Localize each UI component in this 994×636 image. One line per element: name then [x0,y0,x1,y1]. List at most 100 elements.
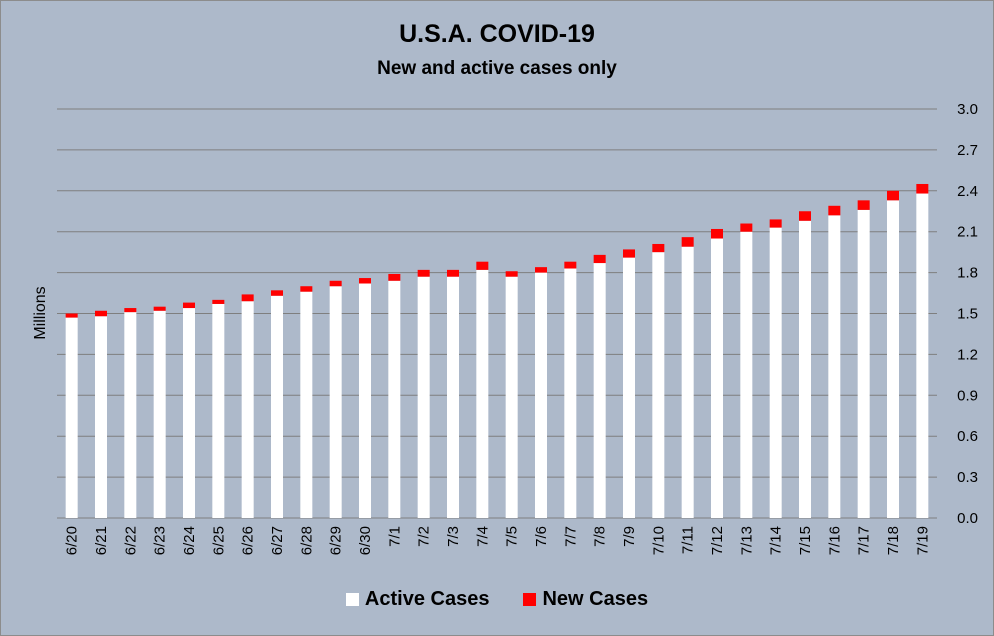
y-tick-label: 2.4 [957,183,978,200]
bar-active-cases [212,303,225,518]
bar-new-cases [359,278,371,284]
bar-new-cases [241,294,254,302]
legend-label-active-cases: Active Cases [364,588,490,610]
x-tick-label: 7/8 [592,526,609,547]
x-tick-label: 7/11 [680,526,697,554]
bar-active-cases [153,310,166,518]
bar-active-cases [183,308,195,518]
bar-new-cases [417,269,430,277]
bar-new-cases [535,267,547,273]
legend-item-new-cases: New Cases [523,588,648,611]
bar-active-cases [652,252,665,518]
x-tick-label: 7/7 [562,526,579,547]
bar-new-cases [329,280,342,287]
bar-new-cases [740,223,753,232]
y-tick-label: 2.7 [957,142,978,159]
bar-active-cases [388,280,401,518]
x-tick-label: 7/15 [797,526,814,555]
x-tick-label: 7/13 [738,526,755,555]
bar-active-cases [417,276,430,518]
x-tick-label: 7/16 [826,526,843,555]
legend-swatch-new-cases [523,593,537,606]
bar-new-cases [916,183,929,194]
bar-active-cases [681,246,694,519]
bar-active-cases [505,276,518,518]
x-tick-label: 7/3 [445,526,462,547]
bar-new-cases [388,273,401,281]
bar-new-cases [271,290,283,296]
bar-new-cases [828,205,841,216]
bar-active-cases [535,272,547,518]
bar-new-cases [623,249,635,258]
bar-active-cases [593,263,606,518]
bar-active-cases [857,209,870,519]
x-tick-label: 7/19 [914,526,931,555]
y-tick-label: 2.1 [957,224,978,241]
y-tick-label: 0.0 [957,510,978,527]
y-tick-label: 0.3 [957,469,978,486]
x-tick-label: 7/9 [621,526,638,547]
y-tick-label: 1.8 [957,265,978,282]
y-tick-label: 0.9 [957,387,978,404]
bar-new-cases [711,228,723,239]
x-tick-label: 7/18 [885,526,902,555]
bar-active-cases [623,257,635,518]
bar-new-cases [564,261,577,269]
x-tick-label: 7/14 [768,526,785,555]
x-tick-label: 7/12 [709,526,726,555]
bar-active-cases [828,215,841,518]
bar-new-cases [476,261,489,270]
bar-active-cases [95,316,107,518]
bar-new-cases [95,310,107,317]
y-tick-label: 1.5 [957,306,978,323]
chart-subtitle: New and active cases only [377,58,617,79]
bar-new-cases [799,211,811,221]
bar-new-cases [681,237,694,247]
bar-new-cases [652,243,665,253]
x-tick-label: 6/21 [93,526,110,555]
bar-active-cases [241,301,254,518]
bar-active-cases [447,276,459,518]
bar-new-cases [769,219,782,228]
bar-active-cases [329,286,342,518]
legend-label-new-cases: New Cases [542,588,649,610]
x-tick-label: 6/22 [122,526,139,555]
bar-new-cases [212,299,225,304]
x-tick-label: 6/20 [64,526,81,555]
bar-new-cases [593,254,606,264]
legend-swatch-active-cases [345,593,359,606]
x-tick-label: 6/23 [152,526,169,555]
x-tick-label: 7/2 [416,526,433,547]
bar-active-cases [740,231,753,518]
bar-new-cases [65,313,78,318]
bar-new-cases [300,286,313,292]
bar-active-cases [887,200,899,519]
x-tick-label: 7/6 [533,526,550,547]
legend-item-active-cases: Active Cases [345,588,490,611]
bar-active-cases [65,317,78,518]
y-tick-label: 1.2 [957,346,978,363]
bar-active-cases [799,220,811,518]
x-tick-label: 6/26 [240,526,257,555]
chart-title: U.S.A. COVID-19 [399,20,595,48]
x-tick-label: 6/29 [328,526,345,555]
bar-active-cases [271,295,283,518]
bar-active-cases [124,312,137,518]
bar-new-cases [857,200,870,210]
x-tick-label: 6/28 [298,526,315,555]
legend: Active Cases New Cases [0,588,994,611]
bar-active-cases [476,269,489,518]
bar-new-cases [153,306,166,311]
bar-active-cases [300,291,313,518]
x-tick-label: 6/27 [269,526,286,555]
x-tick-label: 7/4 [474,526,491,547]
bar-active-cases [916,193,929,518]
bar-active-cases [769,227,782,519]
y-tick-label: 0.6 [957,428,978,445]
x-tick-label: 7/5 [504,526,521,547]
bar-new-cases [183,302,195,309]
x-tick-label: 7/10 [650,526,667,555]
bar-new-cases [447,269,459,277]
x-tick-label: 7/1 [386,526,403,547]
